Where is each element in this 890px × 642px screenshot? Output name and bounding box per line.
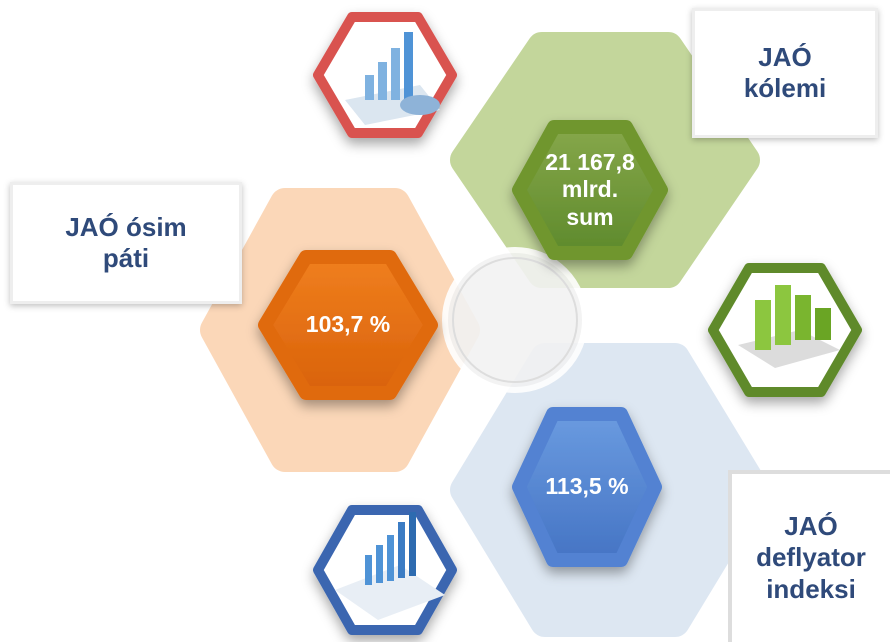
label-line: JAÓ [784,511,838,542]
value-line: 103,7 % [305,311,391,338]
label-line: indeksi [766,573,856,604]
center-ring [442,247,588,393]
icon-red-content [345,32,440,125]
value-line: 21 167,8 [545,148,635,175]
label-box: JAÓ ósim páti [10,182,242,304]
icon-blue-content [335,512,445,620]
label-line: kólemi [743,73,827,103]
value-text: 103,7 % [265,257,431,393]
label-line: páti [102,243,150,273]
hex-blue [512,407,662,567]
icon-green-content [738,285,840,368]
hex-green [512,120,668,260]
hex-orange [258,250,438,400]
value-text: 21 167,8 mlrd. sum [519,127,661,253]
label-box: JAÓ kólemi [692,8,878,138]
value-line: sum [566,203,614,230]
center-ring-inner [452,257,578,383]
label-line: JAÓ [758,41,812,72]
label-box: JAÓ deflyator indeksi [728,470,890,642]
label-line: deflyator [756,542,866,573]
value-line: mlrd. [561,176,619,203]
value-line: 113,5 % [545,473,629,500]
value-text: 113,5 % [519,414,655,560]
label-line: JAÓ ósim [65,211,187,242]
